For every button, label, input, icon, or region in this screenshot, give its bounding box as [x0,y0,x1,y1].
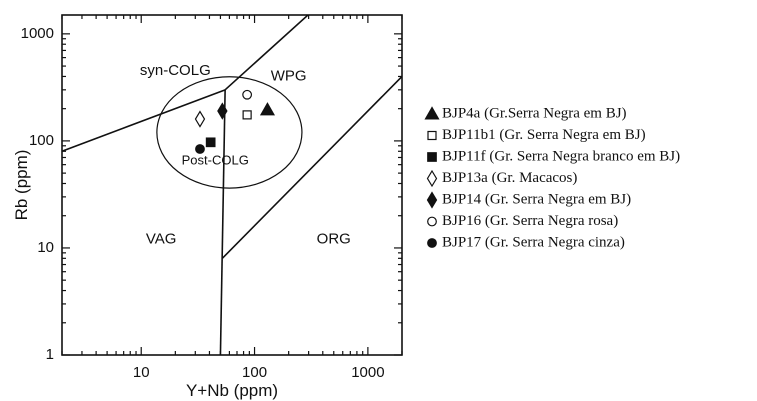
legend-item: BJP13a (Gr. Macacos) [426,169,577,188]
legend-marker [426,169,438,188]
y-tick-label: 1000 [21,25,54,42]
axes: 10 100 1000 1 10 100 1000 [21,14,403,381]
legend-marker [426,191,438,209]
data-point [217,102,228,120]
field-label: VAG [146,230,177,247]
legend-marker [427,152,437,162]
field-label: ORG [317,230,351,247]
legend-label: BJP11b1 (Gr. Serra Negra em BJ) [442,127,646,143]
plot-frame [61,14,403,356]
legend-item: BJP17 (Gr. Serra Negra cinza) [427,234,625,250]
legend-item: BJP11b1 (Gr. Serra Negra em BJ) [427,127,646,143]
data-point [259,102,275,116]
legend-label: BJP14 (Gr. Serra Negra em BJ) [442,191,631,207]
field-boundary-line [219,89,226,355]
y-tick-label: 10 [37,239,54,256]
data-point [205,137,216,148]
post-colg-ellipse [156,76,303,189]
data-point [194,110,206,128]
legend-label: BJP17 (Gr. Serra Negra cinza) [442,234,625,250]
field-boundary-line [62,89,226,153]
y-tick-label: 100 [29,132,54,149]
legend-item: BJP14 (Gr. Serra Negra em BJ) [426,191,631,209]
x-tick-label: 100 [242,364,267,381]
x-tick-label: 1000 [351,364,384,381]
data-point [242,89,253,100]
field-boundary-line [224,15,310,91]
y-tick-label: 1 [46,346,54,363]
legend-marker [427,130,437,141]
x-axis-label: Y+Nb (ppm) [186,381,278,400]
legend-label: BJP16 (Gr. Serra Negra rosa) [442,213,618,229]
legend-marker [424,106,440,120]
legend-item: BJP16 (Gr. Serra Negra rosa) [427,213,618,229]
data-point [195,144,205,154]
legend-label: BJP4a (Gr.Serra Negra em BJ) [442,105,627,121]
field-label: Post-COLG [182,152,249,167]
field-label: WPG [271,67,307,84]
data-point [242,110,252,120]
legend-marker [427,216,437,227]
legend: BJP4a (Gr.Serra Negra em BJ) BJP11b1 (Gr.… [424,105,680,250]
field-label: syn-COLG [140,62,211,79]
legend-item: BJP4a (Gr.Serra Negra em BJ) [424,105,627,121]
legend-marker [427,238,437,248]
legend-label: BJP13a (Gr. Macacos) [442,170,577,186]
x-tick-label: 10 [133,364,150,381]
legend-label: BJP11f (Gr. Serra Negra branco em BJ) [442,148,680,164]
field-boundary-line [221,75,402,259]
y-axis-label: Rb (ppm) [12,150,31,221]
legend-item: BJP11f (Gr. Serra Negra branco em BJ) [427,148,680,164]
plot-area-group: syn-COLG WPG VAG ORG Post-COLG [62,15,402,355]
